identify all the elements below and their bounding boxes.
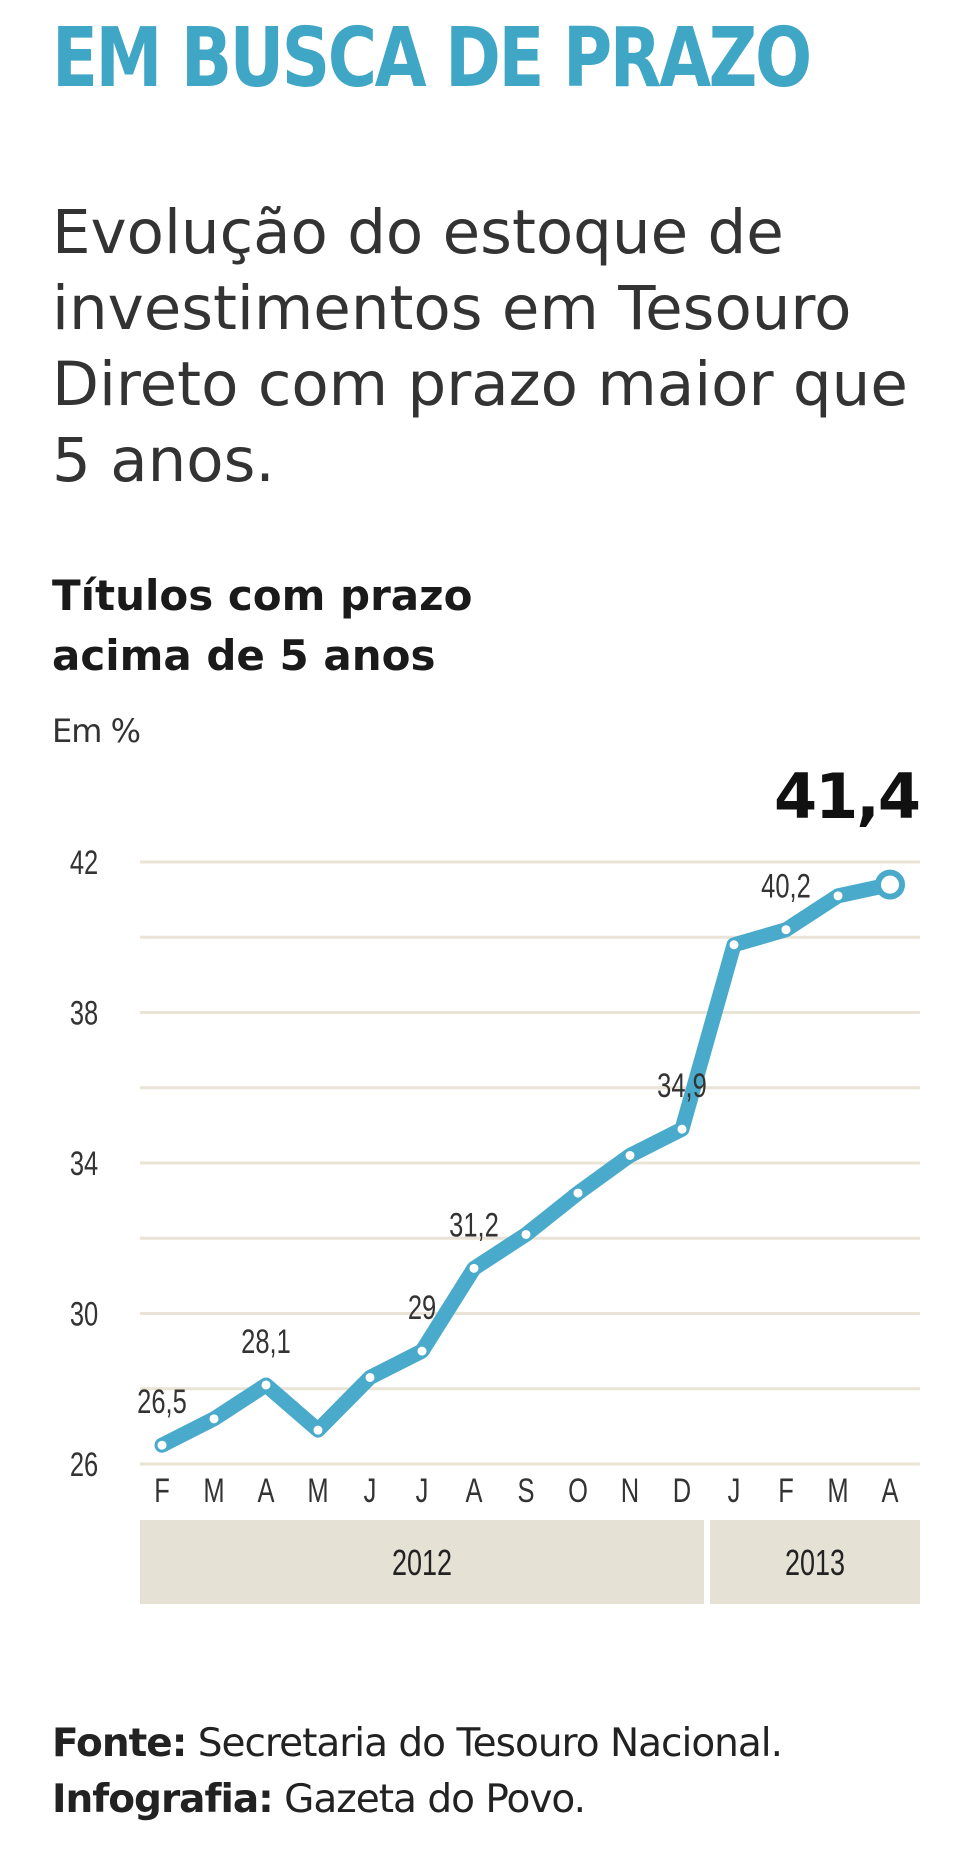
data-point (781, 925, 791, 935)
year-band (140, 1520, 704, 1604)
data-point (677, 1124, 687, 1134)
x-tick-label: F (778, 1473, 794, 1510)
x-tick-label: D (673, 1473, 691, 1510)
chart-title-line-2: acima de 5 anos (52, 631, 436, 680)
data-point (469, 1263, 479, 1273)
data-label: 34,9 (657, 1068, 707, 1105)
x-tick-label: M (203, 1473, 224, 1510)
x-tick-label: A (257, 1473, 274, 1510)
y-tick-label: 38 (70, 995, 98, 1032)
data-point (729, 940, 739, 950)
year-band (710, 1520, 920, 1604)
x-tick-label: M (307, 1473, 328, 1510)
data-point-last (875, 869, 905, 900)
y-tick-label: 26 (70, 1447, 98, 1484)
highlight-value: 41,4 (774, 760, 921, 833)
x-tick-label: O (568, 1473, 588, 1510)
x-tick-label: J (364, 1473, 377, 1510)
data-label: 40,2 (761, 868, 811, 905)
credit-text: Gazeta do Povo. (272, 1777, 586, 1822)
source-note: Fonte: Secretaria do Tesouro Nacional. I… (52, 1716, 783, 1828)
data-point (209, 1414, 219, 1424)
data-point (521, 1229, 531, 1239)
x-tick-label: A (881, 1473, 898, 1510)
data-point (573, 1188, 583, 1198)
chart-title: Títulos com prazo acima de 5 anos (52, 566, 472, 686)
data-point (833, 891, 843, 901)
credit-label: Infografia: (52, 1777, 274, 1822)
x-tick-label: M (827, 1473, 848, 1510)
data-label: 29 (408, 1290, 436, 1327)
chart-title-line-1: Títulos com prazo (52, 571, 473, 620)
data-label: 26,5 (137, 1384, 187, 1421)
data-point (261, 1380, 271, 1390)
source-text: Secretaria do Tesouro Nacional. (186, 1721, 783, 1766)
subtitle: Evolução do estoque de investimentos em … (52, 197, 908, 496)
year-label: 2013 (785, 1542, 845, 1583)
data-point (157, 1440, 167, 1450)
data-label: 28,1 (241, 1324, 291, 1361)
y-tick-label: 42 (70, 845, 98, 882)
headline: EM BUSCA DE PRAZO (52, 11, 812, 106)
data-label: 31,2 (449, 1207, 499, 1244)
data-point (313, 1425, 323, 1435)
y-tick-label: 34 (70, 1146, 98, 1183)
year-label: 2012 (392, 1542, 452, 1583)
source-line: Fonte: Secretaria do Tesouro Nacional. (52, 1716, 783, 1772)
y-axis-unit: Em % (52, 712, 141, 750)
y-tick-label: 30 (70, 1296, 98, 1333)
data-point (417, 1346, 427, 1356)
x-tick-label: N (621, 1473, 639, 1510)
series-line (154, 877, 898, 1453)
x-tick-label: S (517, 1473, 534, 1510)
source-label: Fonte: (52, 1721, 187, 1766)
x-tick-label: J (416, 1473, 429, 1510)
x-tick-label: A (465, 1473, 482, 1510)
x-tick-label: F (154, 1473, 170, 1510)
data-point (625, 1150, 635, 1160)
x-tick-label: J (728, 1473, 741, 1510)
data-point (365, 1372, 375, 1382)
credit-line: Infografia: Gazeta do Povo. (52, 1772, 782, 1828)
